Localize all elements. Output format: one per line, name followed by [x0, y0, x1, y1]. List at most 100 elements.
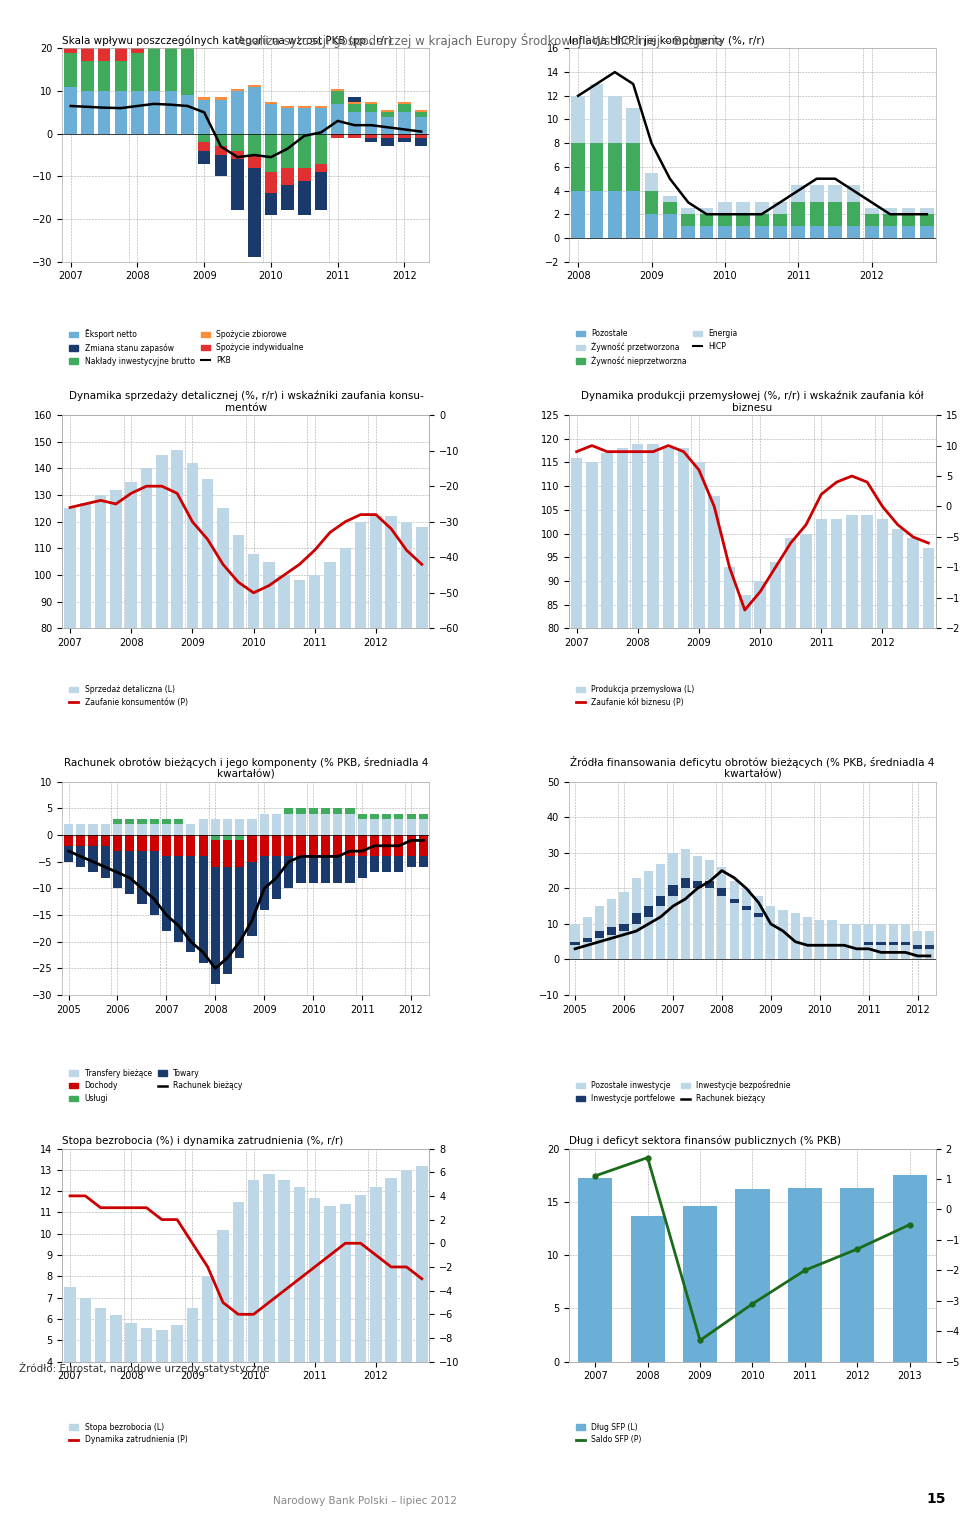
Bar	[110, 490, 122, 841]
Bar	[294, 1186, 305, 1446]
Bar	[125, 825, 134, 835]
Title: Dynamika produkcji przemysłowej (%, r/r) i wskaźnik zaufania kół
biznesu: Dynamika produkcji przemysłowej (%, r/r)…	[581, 390, 924, 413]
Bar	[223, 819, 232, 835]
Bar	[371, 1186, 382, 1446]
Bar	[199, 819, 207, 835]
Bar	[398, 104, 411, 112]
Bar	[779, 909, 787, 927]
Bar	[386, 1179, 396, 1446]
Bar	[348, 112, 361, 133]
Bar	[174, 856, 183, 941]
Bar	[80, 1298, 91, 1446]
Bar	[235, 867, 245, 958]
Bar	[381, 112, 394, 117]
Bar	[644, 917, 653, 959]
Bar	[395, 856, 403, 873]
Bar	[901, 209, 915, 215]
Bar	[647, 443, 659, 1008]
Bar	[125, 819, 134, 825]
Bar	[357, 819, 367, 835]
Bar	[632, 443, 643, 1008]
Bar	[198, 100, 210, 133]
Bar	[148, 91, 160, 133]
Bar	[570, 941, 580, 946]
Bar	[571, 95, 585, 132]
Bar	[876, 946, 885, 959]
Text: Analiza sytuacji gospodarczej w krajach Europy Środkowej i Wschodniej – Bułgaria: Analiza sytuacji gospodarczej w krajach …	[237, 32, 723, 47]
Bar	[571, 191, 585, 238]
Bar	[876, 519, 888, 1008]
Bar	[150, 825, 158, 835]
Bar	[365, 104, 377, 112]
Bar	[156, 1330, 168, 1446]
Bar	[82, 61, 94, 91]
Bar	[663, 215, 677, 238]
Bar	[925, 949, 934, 959]
Bar	[348, 133, 361, 138]
Bar	[248, 154, 260, 168]
Bar	[419, 856, 428, 867]
Bar	[705, 888, 714, 959]
Bar	[815, 938, 825, 959]
Text: Skala wpływu poszczególnych kategorii na wzrost PKB (pp., r/r): Skala wpływu poszczególnych kategorii na…	[62, 36, 393, 47]
Bar	[788, 1188, 822, 1362]
Bar	[682, 225, 695, 238]
Bar	[181, 29, 194, 32]
Bar	[162, 825, 171, 835]
Bar	[232, 1201, 244, 1446]
Bar	[321, 835, 330, 856]
Bar	[847, 185, 860, 197]
Bar	[281, 106, 294, 107]
Bar	[181, 32, 194, 44]
Bar	[876, 941, 885, 946]
Bar	[810, 225, 824, 238]
Bar	[174, 819, 183, 825]
Bar	[132, 91, 144, 133]
Bar	[113, 825, 122, 835]
Bar	[682, 209, 695, 215]
Bar	[415, 117, 427, 133]
Bar	[278, 1180, 290, 1446]
Bar	[583, 917, 592, 938]
Bar	[186, 835, 196, 856]
Bar	[357, 814, 367, 819]
Bar	[137, 852, 147, 905]
Bar	[294, 581, 305, 841]
Bar	[198, 97, 210, 100]
Bar	[76, 835, 85, 846]
Bar	[739, 595, 751, 1008]
Bar	[164, 32, 177, 48]
Bar	[663, 203, 677, 215]
Bar	[248, 554, 259, 841]
Bar	[148, 32, 160, 48]
Bar	[791, 203, 805, 225]
Bar	[913, 946, 923, 949]
Bar	[284, 835, 294, 856]
Bar	[199, 835, 207, 856]
Bar	[865, 209, 878, 215]
Bar	[570, 946, 580, 959]
Bar	[381, 138, 394, 147]
Bar	[708, 496, 720, 1008]
Bar	[232, 536, 244, 841]
Bar	[231, 89, 244, 91]
Bar	[248, 85, 260, 86]
Bar	[693, 881, 702, 888]
Bar	[717, 896, 727, 959]
Bar	[64, 1288, 76, 1446]
Bar	[324, 561, 336, 841]
Bar	[346, 856, 354, 884]
Bar	[406, 819, 416, 835]
Bar	[571, 458, 583, 1008]
Bar	[198, 142, 210, 151]
Bar	[98, 44, 110, 61]
Bar	[331, 91, 344, 104]
Bar	[235, 840, 245, 867]
Bar	[95, 495, 107, 841]
Legend: Stopa bezrobocia (L), Dynamika zatrudnienia (P): Stopa bezrobocia (L), Dynamika zatrudnie…	[66, 1419, 190, 1448]
Bar	[626, 191, 640, 238]
Bar	[770, 561, 781, 1008]
Bar	[631, 1215, 664, 1362]
Bar	[700, 225, 713, 238]
Bar	[736, 215, 750, 225]
